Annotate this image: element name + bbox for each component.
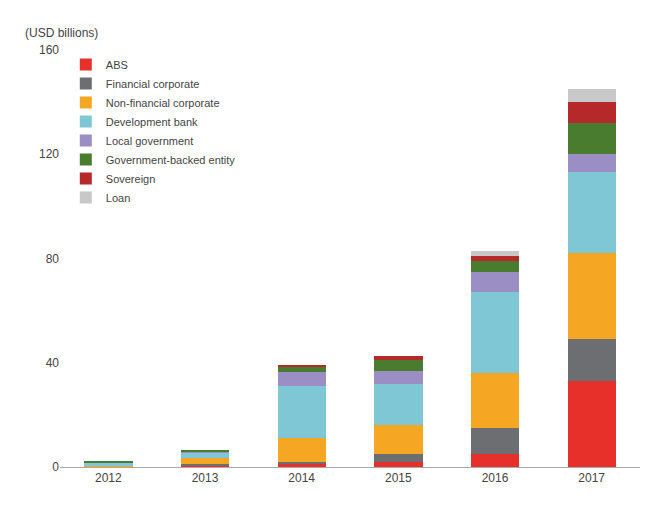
svg-text:160: 160 [39,43,59,57]
svg-text:2014: 2014 [288,471,315,485]
svg-text:2017: 2017 [578,471,605,485]
svg-text:2013: 2013 [192,471,219,485]
svg-text:Government-backed entity: Government-backed entity [106,154,236,166]
svg-text:Financial corporate: Financial corporate [106,78,200,90]
svg-text:Loan: Loan [106,192,130,204]
svg-text:Non-financial corporate: Non-financial corporate [106,97,220,109]
svg-text:ABS: ABS [106,59,128,71]
svg-text:Local government: Local government [106,135,193,147]
svg-text:2016: 2016 [482,471,509,485]
svg-text:0: 0 [52,460,59,474]
svg-text:2015: 2015 [385,471,412,485]
svg-text:80: 80 [46,252,60,266]
svg-text:(USD billions): (USD billions) [25,26,98,40]
svg-text:40: 40 [46,356,60,370]
svg-text:2012: 2012 [95,471,122,485]
svg-text:120: 120 [39,147,59,161]
svg-text:Development bank: Development bank [106,116,198,128]
svg-text:Sovereign: Sovereign [106,173,156,185]
